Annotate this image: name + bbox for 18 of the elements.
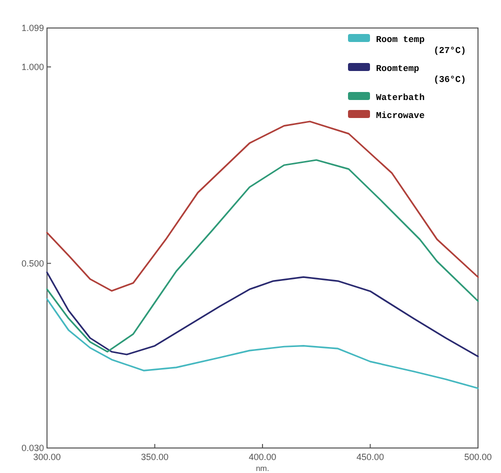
line-series: [46, 272, 479, 358]
y-tick-label: 0.030: [21, 443, 44, 453]
line-series: [46, 159, 479, 353]
y-tick-label: 0.500: [21, 258, 44, 268]
legend-label: Microwave: [376, 111, 425, 121]
line-series: [46, 298, 479, 390]
line-series: [46, 120, 479, 292]
legend-label: Waterbath: [376, 93, 425, 103]
x-axis-title: nm.: [256, 464, 270, 473]
text: Roomtemp (36°C): [376, 64, 466, 85]
y-tick-label: 1.099: [21, 23, 44, 33]
x-tick-label: 500.00: [464, 452, 492, 462]
x-tick-label: 400.00: [248, 452, 276, 462]
x-tick-label: 350.00: [140, 452, 169, 462]
y-tick-label: 1.000: [21, 62, 44, 72]
x-tick-label: 300.00: [33, 452, 61, 462]
x-tick-label: 450.00: [356, 452, 384, 462]
legend-label: Room temp (27°C): [376, 35, 466, 56]
